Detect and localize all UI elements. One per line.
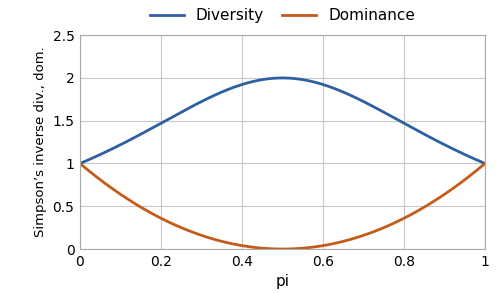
Dominance — [356, 235, 362, 239]
Diversity — [400, 121, 406, 125]
X-axis label: pi: pi — [276, 274, 289, 289]
Diversity — [256, 79, 262, 82]
Line: Dominance: Dominance — [80, 163, 485, 249]
Diversity — [482, 162, 488, 165]
Y-axis label: Simpson’s inverse div., dom.: Simpson’s inverse div., dom. — [34, 47, 47, 238]
Dominance — [393, 220, 399, 224]
Dominance — [256, 246, 262, 250]
Dominance — [77, 162, 83, 165]
Diversity — [393, 117, 399, 121]
Dominance — [280, 247, 285, 251]
Legend: Diversity, Dominance: Diversity, Dominance — [150, 8, 415, 23]
Diversity — [77, 162, 83, 165]
Dominance — [118, 193, 124, 197]
Dominance — [400, 217, 406, 220]
Diversity — [118, 142, 124, 146]
Dominance — [241, 244, 247, 248]
Line: Diversity: Diversity — [80, 78, 485, 163]
Diversity — [280, 76, 285, 80]
Dominance — [482, 162, 488, 165]
Diversity — [241, 82, 247, 86]
Diversity — [356, 97, 362, 101]
